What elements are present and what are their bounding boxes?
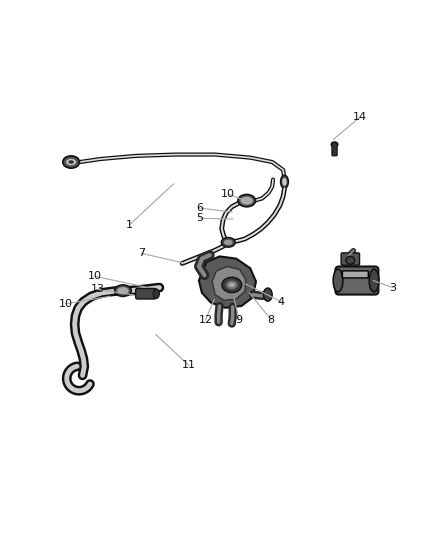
Ellipse shape [240,197,252,205]
Ellipse shape [223,239,232,245]
Text: 6: 6 [196,203,203,213]
FancyBboxPatch shape [342,271,367,278]
Text: 10: 10 [221,189,235,199]
Ellipse shape [114,285,131,296]
Ellipse shape [117,287,128,294]
Ellipse shape [225,280,237,290]
Text: 11: 11 [181,360,195,370]
Polygon shape [212,266,245,300]
Text: 10: 10 [87,271,101,281]
Text: 14: 14 [352,112,366,122]
Ellipse shape [228,282,234,287]
Text: 1: 1 [126,220,133,230]
Ellipse shape [222,277,241,293]
Text: 7: 7 [138,248,145,259]
FancyBboxPatch shape [335,266,378,295]
Ellipse shape [66,158,77,166]
Ellipse shape [263,288,272,301]
Ellipse shape [330,142,337,147]
Ellipse shape [237,195,255,207]
Text: 9: 9 [235,315,242,325]
Text: 5: 5 [196,213,203,223]
Text: 13: 13 [90,284,104,294]
Ellipse shape [368,269,378,292]
Text: 4: 4 [277,297,284,306]
Text: 10: 10 [59,299,73,309]
Ellipse shape [68,160,74,164]
Ellipse shape [280,175,288,188]
FancyBboxPatch shape [331,143,336,156]
Text: 3: 3 [389,282,396,293]
FancyBboxPatch shape [340,253,359,265]
Text: 8: 8 [267,315,274,325]
Ellipse shape [332,269,342,292]
Ellipse shape [282,178,286,185]
FancyBboxPatch shape [135,288,155,299]
Ellipse shape [153,289,159,298]
Ellipse shape [345,256,354,264]
Ellipse shape [63,156,79,168]
Polygon shape [198,256,255,308]
Text: 12: 12 [198,315,212,325]
Ellipse shape [221,238,235,247]
